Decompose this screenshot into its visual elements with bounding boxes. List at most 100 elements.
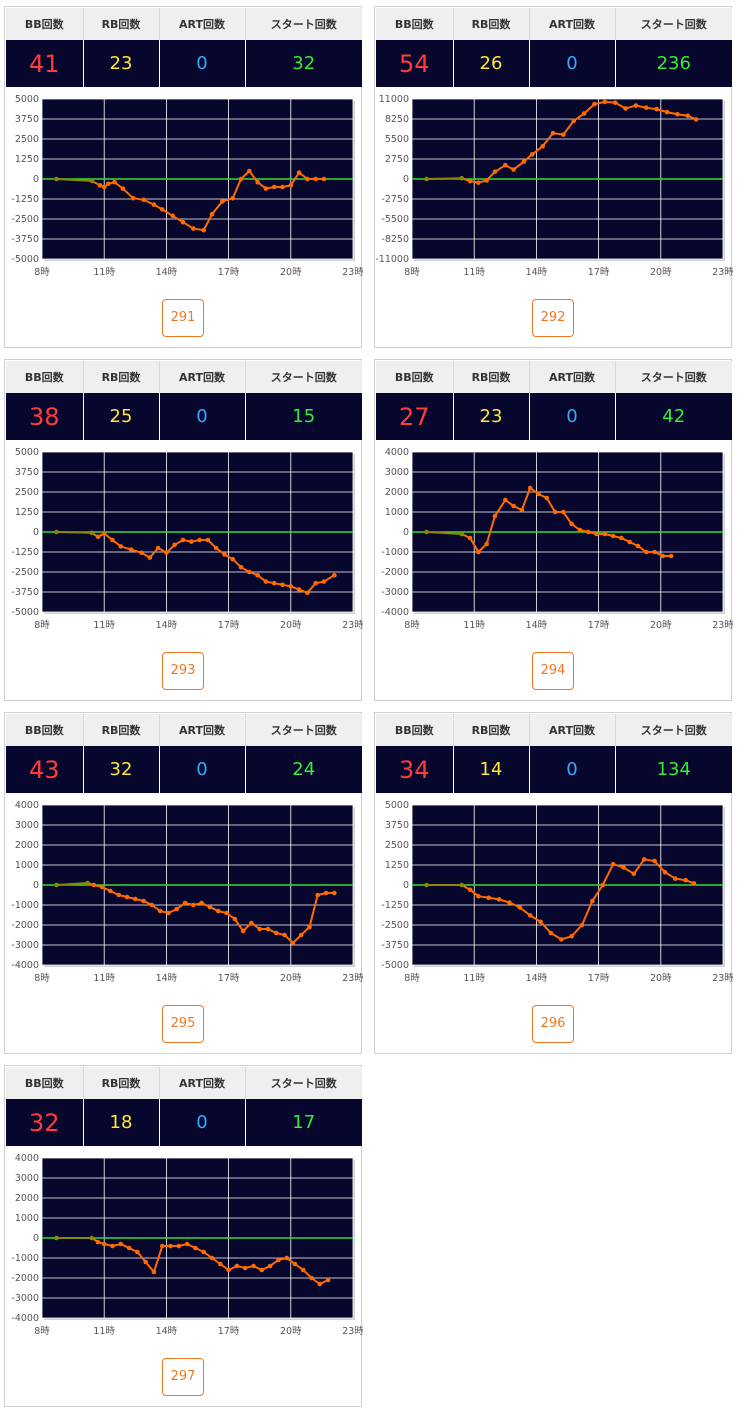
- data-point: [668, 553, 674, 559]
- data-point: [511, 167, 516, 172]
- data-point: [205, 537, 211, 543]
- y-tick-label: 5000: [15, 94, 39, 105]
- data-point: [662, 869, 668, 875]
- data-point: [101, 531, 107, 536]
- data-point: [126, 1245, 132, 1251]
- machine-number-button[interactable]: 294: [532, 652, 574, 690]
- data-point: [517, 905, 523, 910]
- y-tick-label: -2500: [11, 214, 39, 225]
- data-point: [257, 926, 262, 932]
- bb-count-value: 54: [376, 40, 454, 87]
- data-point: [149, 902, 155, 908]
- data-point: [197, 537, 202, 543]
- series-line-start: [426, 531, 462, 535]
- y-tick-label: 2500: [15, 487, 39, 498]
- data-point: [95, 534, 101, 540]
- y-tick-label: -1000: [381, 547, 409, 558]
- data-point: [95, 1239, 101, 1245]
- series-line-start: [426, 177, 462, 180]
- art-count-header: ART回数: [529, 361, 616, 393]
- start-count-header: スタート回数: [615, 714, 732, 746]
- data-point: [296, 587, 302, 592]
- art-count-value: 0: [159, 1099, 246, 1146]
- x-tick-label: 14時: [156, 620, 178, 631]
- data-point: [503, 497, 508, 503]
- data-point: [164, 550, 169, 556]
- x-tick-label: 14時: [156, 1326, 178, 1337]
- data-point: [627, 539, 632, 545]
- payout-chart: 11000 8250 5500 2750 0 -2750 -5500 -8250 -11000 8…: [375, 94, 733, 278]
- machine-card: BB回数 RB回数 ART回数 スタート回数 41 23 0 32 5000 37…: [4, 6, 363, 348]
- bb-count-header: BB回数: [376, 361, 454, 393]
- stats-table: BB回数 RB回数 ART回数 スタート回数 27 23 0 42: [376, 361, 732, 440]
- x-tick-label: 14時: [526, 267, 548, 278]
- machine-number-button[interactable]: 297: [162, 1358, 204, 1396]
- art-count-header: ART回数: [159, 1067, 246, 1099]
- stats-table: BB回数 RB回数 ART回数 スタート回数 32 18 0 17: [6, 1067, 362, 1146]
- machine-number-button[interactable]: 296: [532, 1005, 574, 1043]
- data-point: [621, 865, 626, 870]
- machine-number-button[interactable]: 291: [162, 299, 204, 337]
- data-point: [654, 106, 659, 112]
- y-tick-label: 3750: [15, 114, 39, 125]
- y-tick-label: 0: [33, 1233, 39, 1244]
- art-count-value: 0: [159, 393, 246, 440]
- data-point: [332, 572, 337, 578]
- y-tick-label: -2500: [11, 567, 39, 578]
- data-point: [519, 507, 525, 513]
- data-point: [176, 1243, 182, 1249]
- y-tick-label: 3000: [15, 820, 39, 831]
- data-point: [323, 890, 329, 896]
- y-tick-label: -5000: [381, 960, 409, 971]
- machine-number-button[interactable]: 293: [162, 652, 204, 690]
- data-point: [467, 178, 473, 184]
- y-tick-label: -3750: [11, 234, 39, 245]
- stats-table: BB回数 RB回数 ART回数 スタート回数 34 14 0 134: [376, 714, 732, 793]
- data-point: [226, 1267, 231, 1273]
- bb-count-header: BB回数: [376, 8, 454, 40]
- data-point: [207, 904, 213, 910]
- data-point: [424, 529, 429, 535]
- x-tick-label: 17時: [218, 267, 240, 278]
- data-point: [484, 541, 489, 547]
- start-count-header: スタート回数: [245, 714, 362, 746]
- data-point: [263, 186, 269, 191]
- y-tick-label: 2500: [385, 840, 409, 851]
- data-point: [521, 159, 527, 164]
- y-tick-label: -2750: [381, 194, 409, 205]
- y-tick-label: 0: [403, 527, 409, 538]
- data-point: [188, 539, 194, 544]
- machine-number-button[interactable]: 292: [532, 299, 574, 337]
- data-point: [180, 537, 186, 543]
- data-point: [54, 882, 59, 888]
- bb-count-value: 38: [6, 393, 84, 440]
- data-point: [141, 197, 146, 203]
- data-point: [296, 170, 302, 175]
- y-tick-label: -4000: [11, 960, 39, 971]
- y-tick-label: -11000: [375, 254, 409, 265]
- data-point: [91, 882, 97, 888]
- data-point: [675, 111, 680, 117]
- y-tick-label: 1250: [15, 154, 39, 165]
- data-point: [124, 894, 130, 900]
- data-point: [492, 169, 498, 175]
- data-point: [255, 179, 260, 185]
- machine-number-button[interactable]: 295: [162, 1005, 204, 1043]
- art-count-header: ART回数: [529, 714, 616, 746]
- data-point: [643, 105, 649, 111]
- y-tick-label: -2000: [381, 567, 409, 578]
- x-tick-label: 23時: [712, 973, 733, 984]
- data-point: [569, 521, 574, 527]
- data-point: [284, 1255, 289, 1261]
- data-point: [641, 857, 647, 862]
- x-tick-label: 20時: [280, 1326, 302, 1337]
- rb-count-value: 18: [83, 1099, 160, 1146]
- data-point: [251, 1263, 256, 1269]
- data-point: [118, 1241, 124, 1247]
- data-point: [652, 549, 657, 555]
- art-count-value: 0: [529, 40, 616, 87]
- rb-count-value: 23: [453, 393, 530, 440]
- data-point: [224, 910, 229, 916]
- x-tick-label: 23時: [342, 267, 363, 278]
- x-tick-label: 11時: [463, 267, 485, 278]
